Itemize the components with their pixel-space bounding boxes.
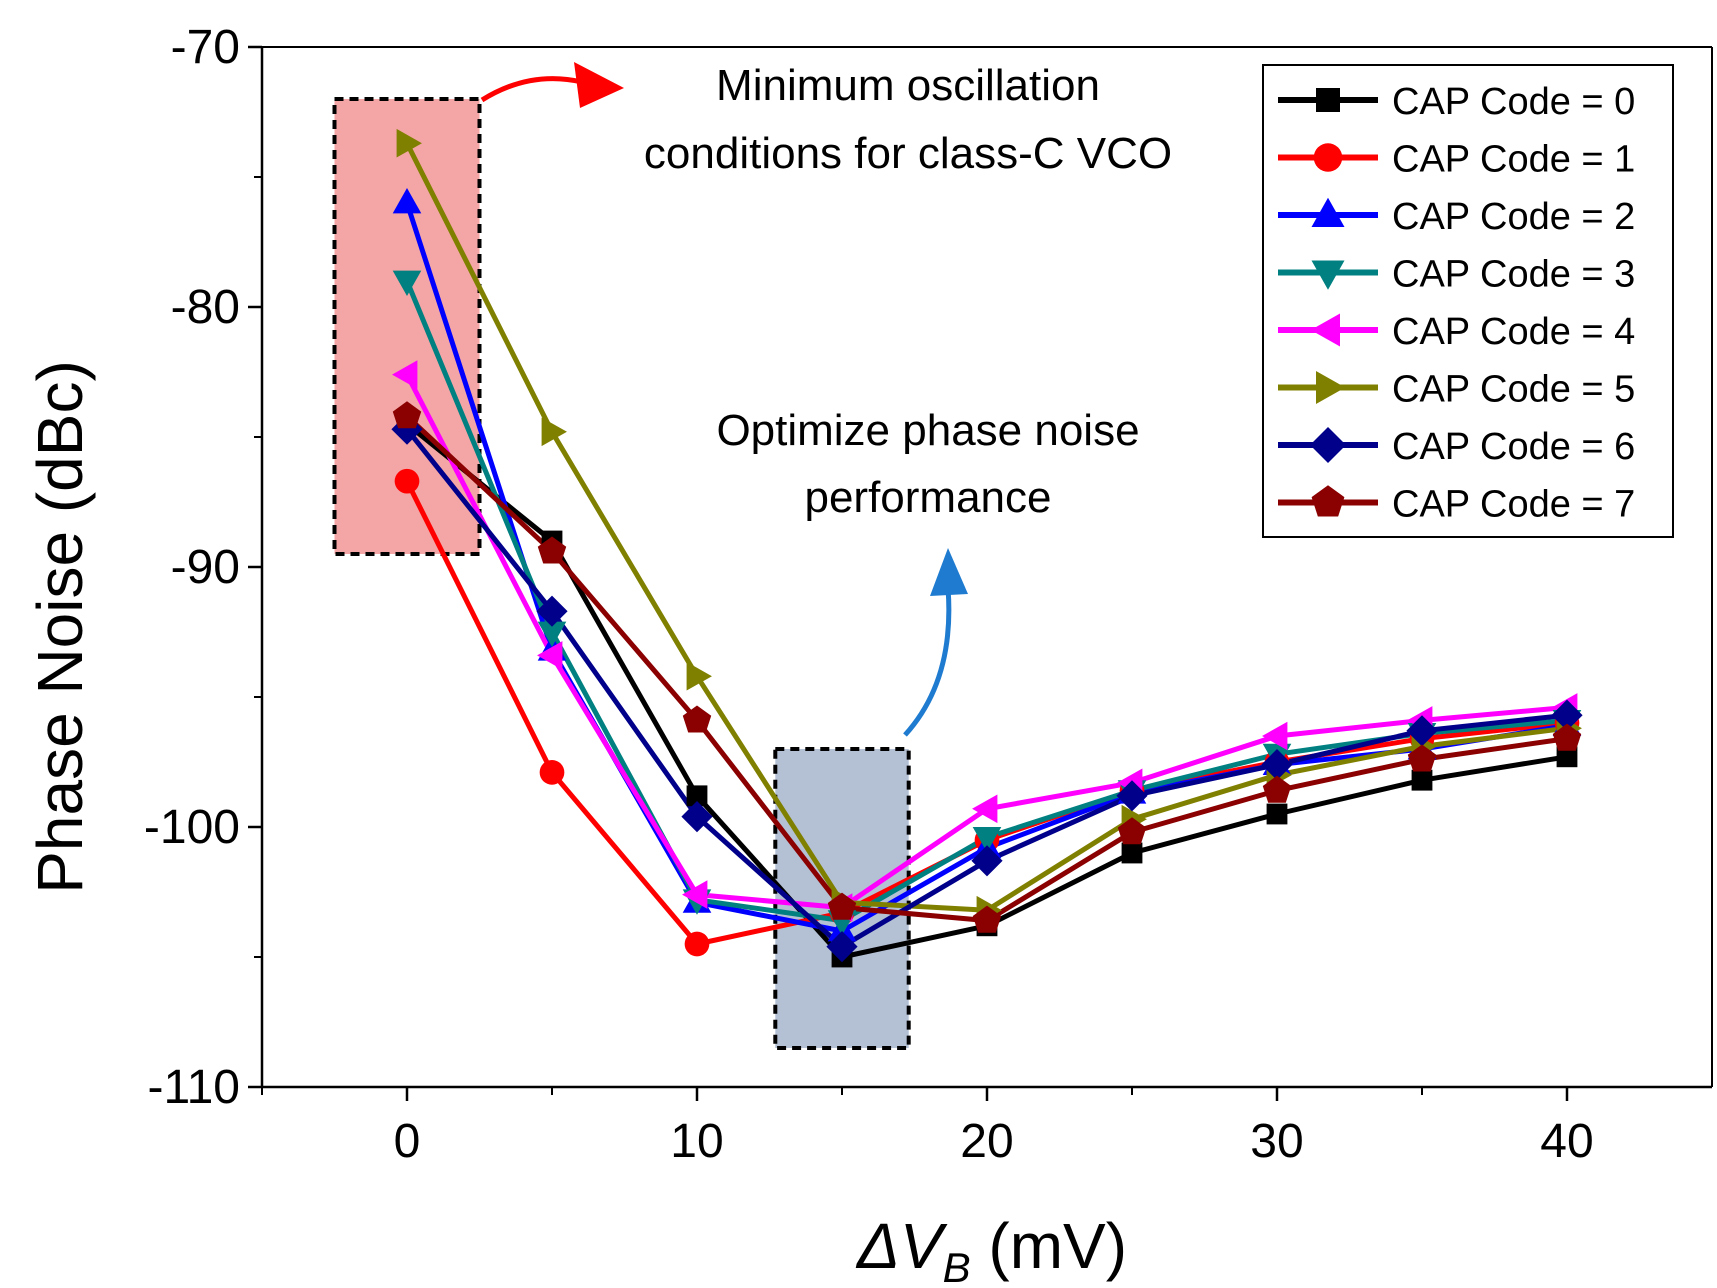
y-axis-label: Phase Noise (dBc) [24, 360, 96, 894]
data-point-cap-7 [537, 536, 567, 564]
data-point-cap-7 [972, 905, 1002, 933]
data-point-cap-0 [1266, 803, 1288, 825]
data-point-cap-5 [396, 128, 422, 158]
data-point-cap-7 [827, 892, 857, 920]
annotation-boxes [332, 97, 911, 1050]
y-tick-label: -100 [144, 801, 240, 854]
data-point-cap-0 [1556, 746, 1578, 768]
ticks: 0 10 20 30 40 -70 -80 -90 -100 -110 [144, 21, 1594, 1168]
data-point-cap-5 [541, 417, 567, 447]
data-point-cap-6 [681, 801, 713, 833]
data-point-cap-6 [536, 595, 568, 627]
data-point-cap-0 [1411, 769, 1433, 791]
x-axis-label-subscript: B [943, 1244, 971, 1288]
data-point-cap-6 [1551, 699, 1583, 731]
legend-label-cap-5: CAP Code = 5 [1392, 369, 1635, 411]
legend-label-cap-2: CAP Code = 2 [1392, 196, 1635, 238]
legend-marker-cap-3 [1311, 260, 1345, 290]
x-tick-label: 0 [394, 1115, 421, 1168]
legend-marker-cap-0 [1316, 88, 1340, 112]
legend-label-cap-4: CAP Code = 4 [1392, 311, 1635, 353]
annotation-optimize-pn-line1: Optimize phase noise [716, 406, 1139, 455]
x-tick-label: 20 [960, 1115, 1013, 1168]
annotation-min-oscillation-arrow [480, 76, 583, 103]
legend-label-cap-1: CAP Code = 1 [1392, 139, 1635, 181]
data-point-cap-7 [1262, 775, 1292, 803]
legend-label-cap-6: CAP Code = 6 [1392, 426, 1635, 468]
data-point-cap-7 [1407, 744, 1437, 772]
data-point-cap-4 [1262, 721, 1288, 751]
legend-marker-cap-2 [1311, 197, 1345, 227]
data-point-cap-6 [826, 931, 858, 963]
x-tick-label: 10 [670, 1115, 723, 1168]
legend-label-cap-3: CAP Code = 3 [1392, 254, 1635, 296]
data-point-cap-3 [972, 827, 1002, 853]
data-point-cap-4 [537, 641, 563, 670]
legend-label-cap-7: CAP Code = 7 [1392, 484, 1635, 526]
data-point-cap-4 [682, 880, 708, 909]
data-point-cap-3 [537, 621, 567, 647]
data-point-cap-1 [539, 760, 565, 785]
x-axis-label-unit: (mV) [971, 1210, 1127, 1282]
y-tick-label: -80 [171, 281, 240, 334]
data-point-cap-7 [392, 401, 422, 429]
legend-label-cap-0: CAP Code = 0 [1392, 81, 1635, 123]
x-axis-label-v: V [900, 1210, 948, 1282]
annotation-min-oscillation-line2: conditions for class-C VCO [644, 129, 1172, 178]
y-tick-label: -90 [171, 541, 240, 594]
data-point-cap-7 [682, 705, 712, 733]
annotation-optimize-pn: Optimize phase noise performance [716, 406, 1140, 737]
x-axis-label: ΔVB (mV) [855, 1210, 1127, 1288]
data-point-cap-4 [972, 794, 998, 824]
data-point-cap-0 [686, 785, 708, 807]
legend: CAP Code = 0 CAP Code = 1 CAP Code = 2 CAP … [1262, 64, 1674, 538]
x-axis-label-delta: Δ [855, 1210, 900, 1282]
x-tick-label: 40 [1540, 1115, 1593, 1168]
data-point-cap-6 [971, 845, 1003, 877]
y-tick-label: -110 [147, 1061, 240, 1114]
annotation-optimize-pn-line2: performance [804, 473, 1051, 522]
data-point-cap-5 [686, 661, 712, 691]
data-point-cap-7 [1117, 817, 1147, 845]
legend-marker-cap-4 [1310, 313, 1340, 347]
data-point-cap-6 [1261, 749, 1293, 781]
series-markers [391, 128, 1583, 968]
annotation-optimize-pn-arrow [903, 587, 952, 737]
legend-marker-cap-6 [1310, 427, 1346, 463]
data-point-cap-6 [1406, 715, 1438, 747]
legend-marker-cap-5 [1316, 371, 1346, 404]
data-point-cap-3 [392, 270, 422, 296]
annotation-min-oscillation: Minimum oscillation conditions for class… [480, 61, 1172, 178]
data-point-cap-4 [392, 360, 418, 389]
data-point-cap-6 [1116, 780, 1148, 812]
legend-marker-cap-1 [1313, 143, 1343, 172]
legend-marker-cap-7 [1311, 485, 1345, 517]
data-point-cap-0 [1121, 842, 1143, 864]
y-tick-label: -70 [171, 21, 240, 74]
data-point-cap-1 [394, 468, 420, 494]
data-point-cap-7 [1552, 723, 1582, 751]
annotation-min-oscillation-line1: Minimum oscillation [716, 61, 1100, 110]
x-tick-label: 30 [1250, 1115, 1303, 1168]
annotation-optimize-pn-arrowhead [930, 548, 968, 596]
data-point-cap-1 [684, 931, 710, 957]
data-point-cap-2 [392, 188, 422, 214]
annotation-min-oscillation-arrowhead [574, 62, 624, 108]
